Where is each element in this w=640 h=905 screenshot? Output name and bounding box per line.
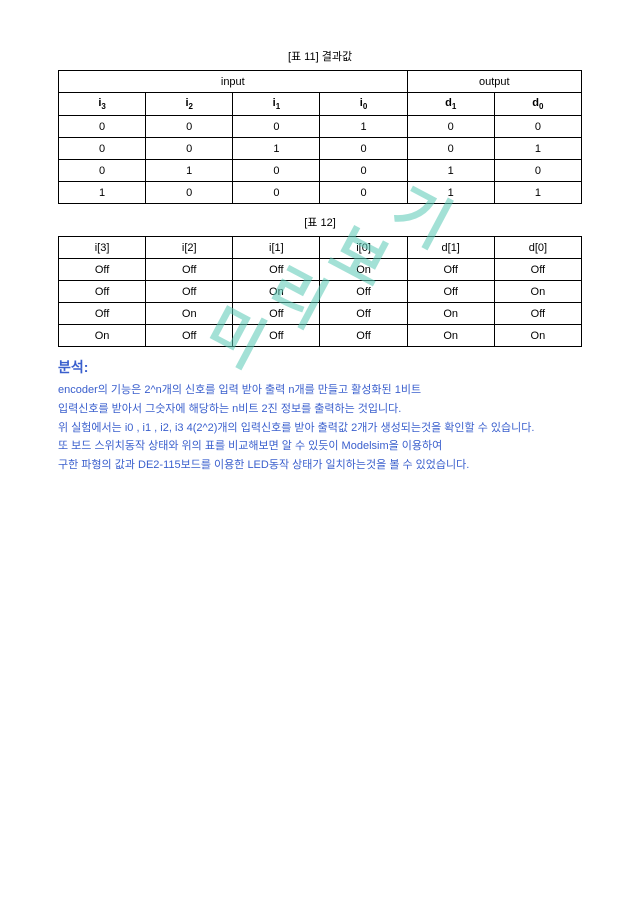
analysis-p2: 입력신호를 받아서 그숫자에 해당하는 n비트 2진 정보를 출력하는 것입니다… bbox=[58, 400, 582, 419]
table-row: 0 1 0 0 1 0 bbox=[59, 160, 582, 182]
cell: 0 bbox=[320, 160, 407, 182]
table1-caption: [표 11] 결과값 bbox=[58, 48, 582, 64]
cell: Off bbox=[494, 303, 581, 325]
analysis-p5: 구한 파형의 값과 DE2-115보드를 이용한 LED동작 상태가 일치하는것… bbox=[58, 456, 582, 475]
cell: Off bbox=[407, 281, 494, 303]
analysis-p3: 위 실험에서는 i0 , i1 , i2, i3 4(2^2)개의 입력신호를 … bbox=[58, 419, 582, 438]
cell: On bbox=[407, 325, 494, 347]
table-row: 1 0 0 0 1 1 bbox=[59, 182, 582, 204]
cell: 0 bbox=[146, 138, 233, 160]
table1-h-i2: i2 bbox=[146, 93, 233, 116]
cell: 1 bbox=[146, 160, 233, 182]
cell: Off bbox=[146, 259, 233, 281]
table1-h-i0: i0 bbox=[320, 93, 407, 116]
table2-caption: [표 12] bbox=[58, 214, 582, 230]
table1-h-i3: i3 bbox=[59, 93, 146, 116]
cell: 1 bbox=[407, 182, 494, 204]
table-row: Off On Off Off On Off bbox=[59, 303, 582, 325]
table1-h-d0: d0 bbox=[494, 93, 581, 116]
cell: Off bbox=[320, 281, 407, 303]
cell: Off bbox=[233, 303, 320, 325]
analysis-p4: 또 보드 스위치동작 상태와 위의 표를 비교해보면 알 수 있듯이 Model… bbox=[58, 437, 582, 456]
cell: On bbox=[146, 303, 233, 325]
cell: Off bbox=[407, 259, 494, 281]
cell: 0 bbox=[146, 182, 233, 204]
analysis-body: encoder의 기능은 2^n개의 신호를 입력 받아 출력 n개를 만들고 … bbox=[58, 381, 582, 474]
cell: 0 bbox=[233, 116, 320, 138]
cell: 0 bbox=[494, 116, 581, 138]
cell: 0 bbox=[320, 138, 407, 160]
cell: Off bbox=[233, 259, 320, 281]
table2-header-row: i[3] i[2] i[1] i[0] d[1] d[0] bbox=[59, 237, 582, 259]
cell: Off bbox=[233, 325, 320, 347]
cell: On bbox=[320, 259, 407, 281]
cell: 1 bbox=[494, 138, 581, 160]
cell: 0 bbox=[59, 160, 146, 182]
cell: Off bbox=[320, 325, 407, 347]
cell: Off bbox=[146, 325, 233, 347]
cell: On bbox=[494, 325, 581, 347]
cell: 1 bbox=[494, 182, 581, 204]
table2-h0: i[3] bbox=[59, 237, 146, 259]
cell: On bbox=[407, 303, 494, 325]
cell: Off bbox=[494, 259, 581, 281]
table-row: Off Off Off On Off Off bbox=[59, 259, 582, 281]
table1-group-row: input output bbox=[59, 71, 582, 93]
cell: On bbox=[494, 281, 581, 303]
cell: 1 bbox=[59, 182, 146, 204]
table1-header-row: i3 i2 i1 i0 d1 d0 bbox=[59, 93, 582, 116]
table-row: Off Off On Off Off On bbox=[59, 281, 582, 303]
table1: input output i3 i2 i1 i0 d1 d0 0 0 0 1 0… bbox=[58, 70, 582, 204]
table1-h-i1: i1 bbox=[233, 93, 320, 116]
cell: 0 bbox=[407, 116, 494, 138]
table1-group-output: output bbox=[407, 71, 581, 93]
cell: Off bbox=[59, 259, 146, 281]
table-row: On Off Off Off On On bbox=[59, 325, 582, 347]
table-row: 0 0 1 0 0 1 bbox=[59, 138, 582, 160]
cell: Off bbox=[146, 281, 233, 303]
cell: 0 bbox=[233, 182, 320, 204]
table1-group-input: input bbox=[59, 71, 408, 93]
table2: i[3] i[2] i[1] i[0] d[1] d[0] Off Off Of… bbox=[58, 236, 582, 347]
cell: 0 bbox=[146, 116, 233, 138]
cell: On bbox=[233, 281, 320, 303]
cell: 1 bbox=[320, 116, 407, 138]
table2-h2: i[1] bbox=[233, 237, 320, 259]
analysis-heading: 분석: bbox=[58, 357, 582, 377]
cell: Off bbox=[59, 303, 146, 325]
cell: 0 bbox=[407, 138, 494, 160]
table2-h5: d[0] bbox=[494, 237, 581, 259]
cell: 0 bbox=[494, 160, 581, 182]
cell: Off bbox=[59, 281, 146, 303]
table1-h-d1: d1 bbox=[407, 93, 494, 116]
cell: On bbox=[59, 325, 146, 347]
table2-h4: d[1] bbox=[407, 237, 494, 259]
analysis-p1: encoder의 기능은 2^n개의 신호를 입력 받아 출력 n개를 만들고 … bbox=[58, 381, 582, 400]
cell: 0 bbox=[320, 182, 407, 204]
table-row: 0 0 0 1 0 0 bbox=[59, 116, 582, 138]
cell: 0 bbox=[59, 116, 146, 138]
table2-h3: i[0] bbox=[320, 237, 407, 259]
cell: Off bbox=[320, 303, 407, 325]
cell: 0 bbox=[59, 138, 146, 160]
table2-h1: i[2] bbox=[146, 237, 233, 259]
cell: 0 bbox=[233, 160, 320, 182]
cell: 1 bbox=[233, 138, 320, 160]
cell: 1 bbox=[407, 160, 494, 182]
